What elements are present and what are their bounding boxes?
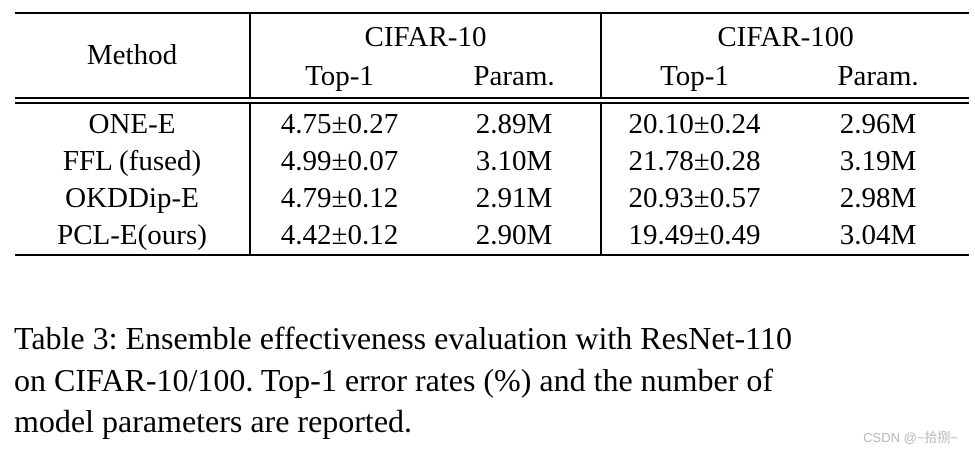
table-caption: Table 3: Ensemble effectiveness evaluati… xyxy=(14,318,972,443)
method-cell: ONE-E xyxy=(15,100,251,143)
param-cell: 3.19M xyxy=(839,145,917,177)
caption-line-1: Table 3: Ensemble effectiveness evaluati… xyxy=(14,320,792,356)
param-cell: 3.04M xyxy=(839,219,917,251)
results-table: Method CIFAR-10 CIFAR-100 Top-1 Param. T… xyxy=(15,12,970,256)
watermark: CSDN @~拾捌~ xyxy=(863,430,958,445)
top1-cell: 19.49±0.49 xyxy=(628,219,761,251)
cifar100-group-header: CIFAR-100 xyxy=(717,21,854,53)
table-header: Method CIFAR-10 CIFAR-100 Top-1 Param. T… xyxy=(15,13,970,104)
param-cell: 2.90M xyxy=(428,217,603,255)
method-cell: FFL (fused) xyxy=(15,143,251,180)
top1-cell: 20.93±0.57 xyxy=(628,182,761,214)
param-cell: 2.91M xyxy=(428,180,603,217)
cifar10-top1-header: Top-1 xyxy=(250,55,428,104)
top1-cell: 4.75±0.27 xyxy=(280,108,399,140)
param-cell: 2.89M xyxy=(428,100,603,143)
table-row: PCL-E(ours) 4.42±0.12 2.90M 19.49±0.49 3… xyxy=(15,217,969,255)
method-cell: OKDDip-E xyxy=(15,180,251,217)
cifar10-param-header: Param. xyxy=(428,55,603,104)
cifar100-top1-header: Top-1 xyxy=(601,55,788,104)
top1-cell: 20.10±0.24 xyxy=(628,108,761,140)
top1-cell: 4.42±0.12 xyxy=(280,219,399,251)
table-body: ONE-E 4.75±0.27 2.89M 20.10±0.24 2.96M F… xyxy=(15,100,969,255)
method-cell: PCL-E(ours) xyxy=(15,217,251,255)
cifar100-param-header: Param. xyxy=(787,55,970,104)
param-cell: 2.96M xyxy=(839,108,917,140)
param-cell: 3.10M xyxy=(428,143,603,180)
top1-cell: 21.78±0.28 xyxy=(628,145,761,177)
caption-line-2: on CIFAR-10/100. Top-1 error rates (%) a… xyxy=(14,361,774,398)
top1-cell: 4.79±0.12 xyxy=(280,182,399,214)
param-cell: 2.98M xyxy=(839,182,917,214)
subheader-row: Top-1 Param. Top-1 Param. xyxy=(15,55,970,104)
group-header-row: Method CIFAR-10 CIFAR-100 xyxy=(15,13,969,104)
table-row: OKDDip-E 4.79±0.12 2.91M 20.93±0.57 2.98… xyxy=(15,180,969,217)
top1-cell: 4.99±0.07 xyxy=(280,145,399,177)
cifar10-group-header: CIFAR-10 xyxy=(250,13,603,55)
table-row: ONE-E 4.75±0.27 2.89M 20.10±0.24 2.96M xyxy=(15,100,969,143)
table-row: FFL (fused) 4.99±0.07 3.10M 21.78±0.28 3… xyxy=(15,143,969,180)
caption-line-3: model parameters are reported. xyxy=(14,403,413,439)
method-column-header: Method xyxy=(15,13,251,104)
